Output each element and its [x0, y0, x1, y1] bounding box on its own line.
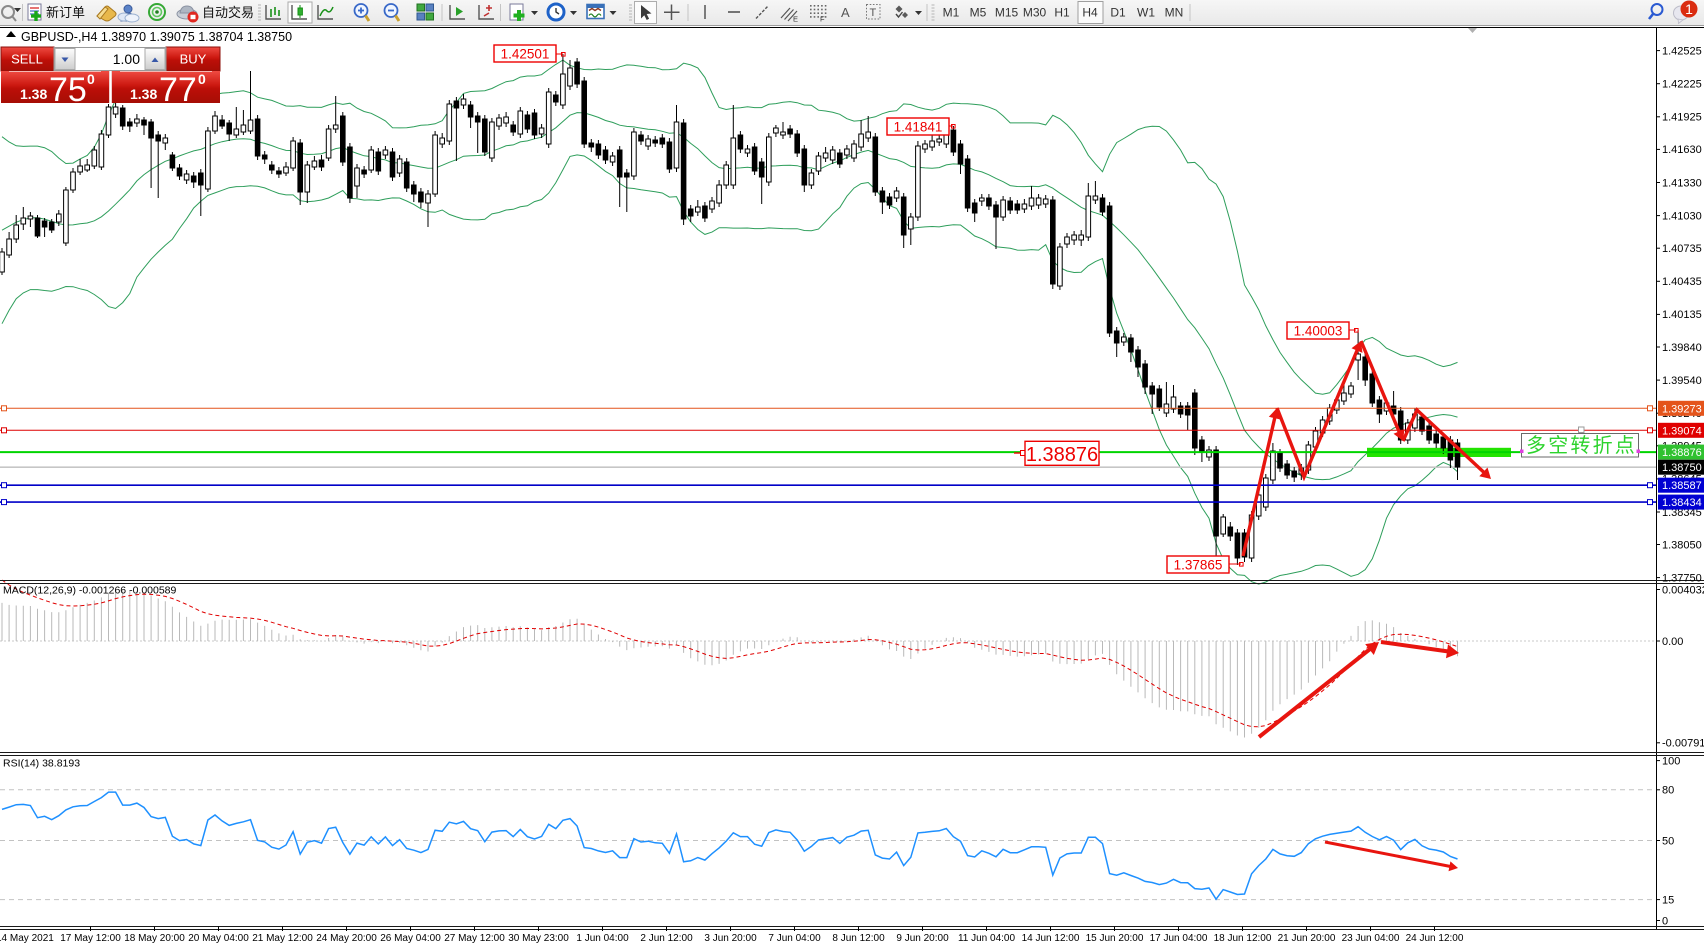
svg-text:1.39840: 1.39840: [1662, 342, 1702, 354]
svg-text:0: 0: [1662, 915, 1668, 927]
svg-text:1.42501: 1.42501: [501, 46, 550, 61]
svg-text:RSI(14) 38.8193: RSI(14) 38.8193: [3, 758, 80, 770]
svg-text:H4: H4: [1082, 6, 1098, 20]
svg-text:15 Jun 20:00: 15 Jun 20:00: [1086, 933, 1144, 944]
svg-text:MACD(12,26,9) -0.001266 -0.000: MACD(12,26,9) -0.001266 -0.000589: [3, 585, 177, 597]
svg-text:MN: MN: [1165, 6, 1184, 20]
svg-text:14 May 2021: 14 May 2021: [0, 933, 54, 944]
svg-text:1.39540: 1.39540: [1662, 375, 1702, 387]
svg-text:1.38050: 1.38050: [1662, 539, 1702, 551]
svg-text:W1: W1: [1137, 6, 1155, 20]
svg-text:0.004032: 0.004032: [1662, 584, 1704, 596]
svg-text:21 Jun 20:00: 21 Jun 20:00: [1278, 933, 1336, 944]
svg-text:27 May 12:00: 27 May 12:00: [444, 933, 505, 944]
svg-text:1: 1: [1685, 1, 1693, 17]
svg-text:23 Jun 04:00: 23 Jun 04:00: [1342, 933, 1400, 944]
svg-text:1.42225: 1.42225: [1662, 79, 1702, 91]
svg-text:1.38: 1.38: [130, 86, 157, 102]
svg-text:M30: M30: [1023, 6, 1047, 20]
svg-text:1.41330: 1.41330: [1662, 177, 1702, 189]
svg-text:17 May 12:00: 17 May 12:00: [60, 933, 121, 944]
svg-text:1 Jun 04:00: 1 Jun 04:00: [576, 933, 629, 944]
svg-text:1.41030: 1.41030: [1662, 210, 1702, 222]
svg-text:1.37865: 1.37865: [1174, 557, 1223, 572]
svg-text:20 May 04:00: 20 May 04:00: [188, 933, 249, 944]
svg-text:新订单: 新订单: [46, 5, 85, 20]
svg-text:1.41925: 1.41925: [1662, 112, 1702, 124]
svg-text:15: 15: [1662, 894, 1674, 906]
svg-text:24 Jun 12:00: 24 Jun 12:00: [1406, 933, 1464, 944]
svg-text:D1: D1: [1110, 6, 1126, 20]
svg-text:30 May 23:00: 30 May 23:00: [508, 933, 569, 944]
svg-text:75: 75: [49, 71, 87, 109]
svg-text:自动交易: 自动交易: [202, 5, 254, 20]
svg-text:M5: M5: [970, 6, 987, 20]
svg-text:1.38: 1.38: [20, 86, 47, 102]
svg-text:1.40003: 1.40003: [1294, 323, 1343, 338]
svg-text:50: 50: [1662, 835, 1674, 847]
svg-text:1.38750: 1.38750: [1662, 462, 1702, 474]
svg-text:H1: H1: [1054, 6, 1070, 20]
svg-text:2 Jun 12:00: 2 Jun 12:00: [640, 933, 693, 944]
svg-text:1.38345: 1.38345: [1662, 507, 1702, 519]
svg-text:100: 100: [1662, 755, 1680, 767]
svg-text:26 May 04:00: 26 May 04:00: [380, 933, 441, 944]
svg-text:80: 80: [1662, 785, 1674, 797]
svg-text:17 Jun 04:00: 17 Jun 04:00: [1150, 933, 1208, 944]
svg-text:F: F: [820, 15, 825, 24]
svg-text:1.38876: 1.38876: [1026, 444, 1098, 466]
svg-text:11 Jun 04:00: 11 Jun 04:00: [958, 933, 1016, 944]
svg-text:E: E: [793, 15, 798, 24]
svg-text:0: 0: [87, 71, 95, 87]
svg-text:77: 77: [159, 71, 197, 109]
svg-text:1.38587: 1.38587: [1662, 480, 1702, 492]
svg-text:1.40735: 1.40735: [1662, 243, 1702, 255]
svg-text:7 Jun 04:00: 7 Jun 04:00: [768, 933, 821, 944]
svg-text:18 Jun 12:00: 18 Jun 12:00: [1214, 933, 1272, 944]
svg-text:1.41841: 1.41841: [894, 119, 943, 134]
svg-text:1.39273: 1.39273: [1662, 403, 1702, 415]
svg-text:1.00: 1.00: [113, 51, 140, 67]
svg-text:BUY: BUY: [180, 52, 207, 67]
svg-text:9 Jun 20:00: 9 Jun 20:00: [896, 933, 949, 944]
svg-text:1.40135: 1.40135: [1662, 309, 1702, 321]
svg-text:M1: M1: [943, 6, 960, 20]
svg-text:0: 0: [198, 71, 206, 87]
svg-text:8 Jun 12:00: 8 Jun 12:00: [832, 933, 885, 944]
svg-text:1.38434: 1.38434: [1662, 497, 1702, 509]
svg-text:3 Jun 20:00: 3 Jun 20:00: [704, 933, 757, 944]
svg-text:-0.007917: -0.007917: [1662, 738, 1704, 750]
svg-text:SELL: SELL: [11, 52, 43, 67]
svg-text:GBPUSD-,H4 1.38970 1.39075 1.: GBPUSD-,H4 1.38970 1.39075 1.38704 1.387…: [21, 30, 292, 44]
svg-text:1.38876: 1.38876: [1662, 447, 1702, 459]
svg-text:0.00: 0.00: [1662, 636, 1683, 648]
svg-text:18 May 20:00: 18 May 20:00: [124, 933, 185, 944]
svg-text:T: T: [870, 7, 877, 19]
svg-text:1.37750: 1.37750: [1662, 572, 1702, 584]
svg-text:M15: M15: [995, 6, 1019, 20]
svg-text:1.41630: 1.41630: [1662, 144, 1702, 156]
svg-text:24 May 20:00: 24 May 20:00: [316, 933, 377, 944]
svg-text:1.40435: 1.40435: [1662, 276, 1702, 288]
svg-text:21 May 12:00: 21 May 12:00: [252, 933, 313, 944]
svg-text:14 Jun 12:00: 14 Jun 12:00: [1022, 933, 1080, 944]
svg-text:1.39074: 1.39074: [1662, 425, 1702, 437]
svg-text:A: A: [841, 5, 850, 20]
svg-text:多空转折点: 多空转折点: [1526, 434, 1637, 457]
svg-text:1.42525: 1.42525: [1662, 45, 1702, 57]
